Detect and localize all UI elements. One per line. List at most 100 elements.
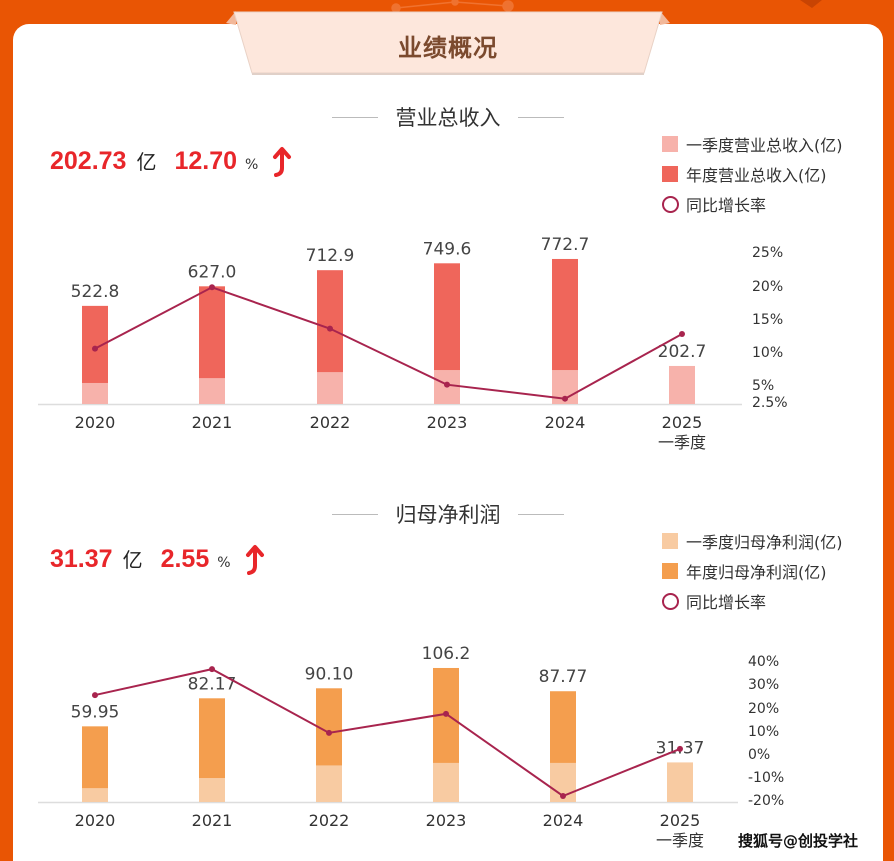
legend-label: 年度归母净利润(亿): [686, 563, 827, 582]
profit-title-text: 归母净利润: [395, 503, 501, 527]
q1-profit-swatch-icon: [662, 533, 678, 549]
growth-line: [94, 286, 683, 400]
bar-group[interactable]: 522.8 2020: [71, 282, 120, 432]
q1-bar[interactable]: [667, 762, 693, 802]
legend-label: 年度营业总收入(亿): [686, 166, 827, 185]
legend-label: 一季度归母净利润(亿): [686, 533, 843, 552]
revenue-growth-unit: %: [245, 157, 259, 173]
growth-point[interactable]: [92, 692, 98, 699]
x-tick-label: 2025: [660, 811, 701, 830]
growth-point[interactable]: [209, 666, 215, 673]
growth-line: [94, 668, 681, 798]
x-tick-label: 2020: [75, 413, 116, 432]
growth-circle-icon: [662, 195, 679, 213]
bar-group[interactable]: 712.9 2022: [306, 246, 355, 432]
y-right-tick-label: 0%: [748, 747, 770, 763]
revenue-value: 202.73: [50, 147, 127, 175]
legend-label: 同比增长率: [686, 593, 767, 612]
growth-point[interactable]: [327, 325, 333, 332]
x-tick-label: 2023: [426, 811, 467, 830]
growth-point[interactable]: [92, 345, 98, 352]
growth-point[interactable]: [444, 381, 450, 388]
q1-bar[interactable]: [669, 365, 695, 404]
y-right-tick-label: 20%: [752, 279, 783, 295]
y-right-tick-label: 20%: [748, 701, 779, 717]
y-right-tick-label: 10%: [748, 724, 779, 740]
data-label: 87.77: [539, 667, 588, 687]
q1-bar[interactable]: [316, 765, 342, 802]
legend-item-yoy-growth[interactable]: 同比增长率: [662, 189, 843, 219]
growth-point[interactable]: [326, 729, 332, 736]
legend-item-q1-revenue[interactable]: 一季度营业总收入(亿): [662, 129, 843, 159]
up-arrow-icon: [245, 545, 264, 575]
revenue-growth: 12.70: [174, 147, 238, 175]
y-right-tick-label: 40%: [748, 654, 779, 670]
profit-growth-unit: %: [217, 555, 231, 571]
y-right-tick-label: 25%: [752, 245, 783, 261]
x-tick-label: 2023: [427, 413, 468, 432]
y-right-tick-label: 30%: [748, 677, 779, 693]
y-right-tick-label: 2.5%: [752, 395, 788, 411]
y-right-tick-label: 15%: [752, 312, 783, 328]
data-label: 106.2: [422, 644, 471, 664]
bar-group[interactable]: 772.7 2024: [541, 235, 590, 432]
legend-label: 一季度营业总收入(亿): [686, 136, 843, 155]
legend-item-annual-revenue[interactable]: 年度营业总收入(亿): [662, 159, 843, 189]
annual-profit-swatch-icon: [662, 563, 678, 579]
q1-bar[interactable]: [82, 788, 108, 802]
data-label: 772.7: [541, 235, 590, 255]
data-label: 82.17: [188, 674, 237, 694]
q1-bar[interactable]: [82, 382, 108, 404]
profit-value: 31.37: [50, 545, 113, 573]
bar-group[interactable]: 87.77 2024: [539, 667, 588, 830]
data-label: 749.6: [423, 239, 472, 259]
legend-item-annual-profit[interactable]: 年度归母净利润(亿): [662, 556, 843, 586]
bar-group[interactable]: 627.0 2021: [188, 262, 237, 432]
profit-headline: 31.37 亿 2.55 %: [50, 544, 265, 576]
bar-group[interactable]: 59.95 2020: [71, 702, 120, 830]
x-tick-sublabel: 一季度: [656, 831, 704, 850]
growth-point[interactable]: [560, 792, 566, 799]
revenue-legend: 一季度营业总收入(亿) 年度营业总收入(亿) 同比增长率: [662, 129, 843, 219]
data-label: 627.0: [188, 262, 237, 282]
bar-group[interactable]: 106.2 2023: [422, 644, 471, 830]
q1-bar[interactable]: [433, 762, 459, 802]
bar-group[interactable]: 31.372025一季度: [656, 738, 705, 850]
data-label: 59.95: [71, 702, 120, 722]
x-tick-label: 2024: [543, 811, 584, 830]
revenue-title-text: 营业总收入: [395, 106, 501, 130]
bar-group[interactable]: 90.10 2022: [305, 664, 354, 830]
q1-bar[interactable]: [199, 378, 225, 404]
page-title: 业绩概况: [398, 34, 498, 62]
q1-bar[interactable]: [199, 778, 225, 802]
x-tick-label: 2022: [310, 413, 351, 432]
revenue-headline: 202.73 亿 12.70 %: [50, 146, 292, 178]
q1-revenue-swatch-icon: [662, 136, 678, 152]
data-label: 522.8: [71, 282, 120, 302]
growth-point[interactable]: [443, 710, 449, 717]
data-label: 90.10: [305, 664, 354, 684]
legend-item-q1-profit[interactable]: 一季度归母净利润(亿): [662, 526, 843, 556]
growth-point[interactable]: [679, 330, 685, 337]
y-right-tick-label: 5%: [752, 378, 774, 394]
revenue-section-title: 营业总收入: [328, 102, 568, 132]
growth-point[interactable]: [562, 395, 568, 402]
legend-item-yoy-growth[interactable]: 同比增长率: [662, 586, 843, 616]
x-tick-label: 2021: [192, 413, 233, 432]
bar-group[interactable]: 82.17 2021: [188, 674, 237, 830]
data-label: 712.9: [306, 246, 355, 266]
growth-circle-icon: [662, 592, 679, 610]
growth-point[interactable]: [677, 745, 683, 752]
y-right-tick-label: -10%: [748, 770, 784, 786]
profit-unit: 亿: [122, 548, 143, 572]
x-tick-label: 2025: [662, 413, 703, 432]
profit-legend: 一季度归母净利润(亿) 年度归母净利润(亿) 同比增长率: [662, 526, 843, 616]
growth-point[interactable]: [209, 284, 215, 291]
y-right-tick-label: 10%: [752, 345, 783, 361]
watermark: 搜狐号@创投学社: [738, 832, 859, 850]
annual-revenue-swatch-icon: [662, 166, 678, 182]
q1-bar[interactable]: [317, 372, 343, 404]
profit-section-title: 归母净利润: [328, 499, 568, 529]
profit-growth: 2.55: [160, 545, 210, 573]
